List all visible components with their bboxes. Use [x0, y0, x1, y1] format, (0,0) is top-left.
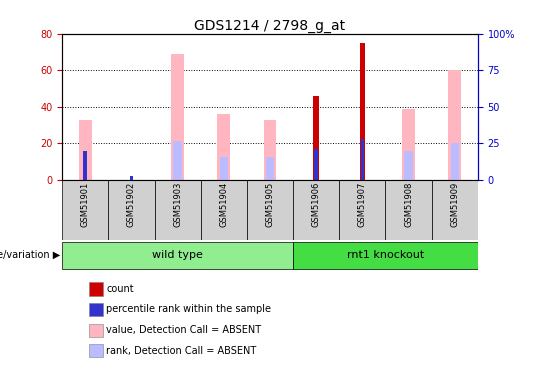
Bar — [386, 180, 431, 240]
Bar — [109, 180, 154, 240]
Text: value, Detection Call = ABSENT: value, Detection Call = ABSENT — [106, 325, 261, 335]
Bar — [154, 180, 201, 240]
Bar — [313, 96, 319, 180]
Bar — [62, 180, 109, 240]
Text: GSM51903: GSM51903 — [173, 182, 182, 227]
Text: GSM51905: GSM51905 — [266, 182, 274, 227]
Bar — [171, 54, 184, 180]
Bar — [448, 70, 461, 180]
Text: rank, Detection Call = ABSENT: rank, Detection Call = ABSENT — [106, 346, 256, 355]
Text: GSM51902: GSM51902 — [127, 182, 136, 227]
Bar — [220, 157, 228, 180]
Title: GDS1214 / 2798_g_at: GDS1214 / 2798_g_at — [194, 19, 346, 33]
Text: genotype/variation ▶: genotype/variation ▶ — [0, 250, 60, 260]
Text: GSM51908: GSM51908 — [404, 182, 413, 227]
Bar — [266, 157, 274, 180]
Bar — [217, 114, 230, 180]
Text: GSM51907: GSM51907 — [358, 182, 367, 227]
Bar — [404, 151, 413, 180]
Bar — [173, 141, 182, 180]
Bar — [339, 180, 386, 240]
Bar — [314, 149, 318, 180]
Text: wild type: wild type — [152, 250, 203, 260]
Bar — [264, 120, 276, 180]
Bar — [247, 180, 293, 240]
Bar — [361, 139, 365, 180]
Bar — [62, 242, 293, 268]
Bar — [130, 176, 133, 180]
Bar — [293, 180, 339, 240]
Text: percentile rank within the sample: percentile rank within the sample — [106, 304, 272, 314]
Bar — [431, 180, 478, 240]
Text: GSM51901: GSM51901 — [80, 182, 90, 227]
Bar — [360, 43, 365, 180]
Text: GSM51906: GSM51906 — [312, 182, 321, 227]
Bar — [79, 120, 92, 180]
Text: count: count — [106, 284, 134, 294]
Text: GSM51904: GSM51904 — [219, 182, 228, 227]
Bar — [293, 242, 478, 268]
Text: GSM51909: GSM51909 — [450, 182, 460, 227]
Bar — [402, 109, 415, 180]
Bar — [83, 151, 87, 180]
Text: rnt1 knockout: rnt1 knockout — [347, 250, 424, 260]
Bar — [201, 180, 247, 240]
Bar — [451, 144, 459, 180]
